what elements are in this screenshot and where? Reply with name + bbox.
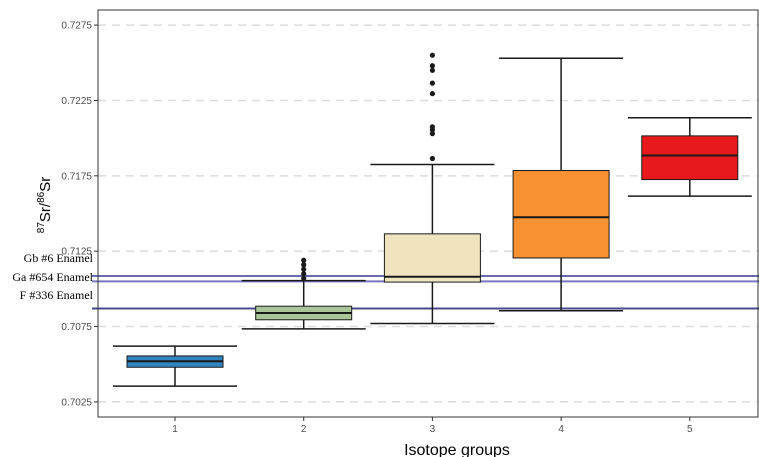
- reference-label-1: Ga #654 Enamel: [12, 270, 93, 284]
- outlier-3-0: [429, 155, 435, 162]
- y-title-superscript-87: 87: [36, 222, 47, 234]
- reference-label-2: F #336 Enamel: [20, 288, 94, 302]
- outlier-2-4: [301, 257, 307, 263]
- x-tick-label-2: 3: [430, 424, 436, 435]
- outlier-3-1: [429, 131, 435, 137]
- outlier-3-8: [429, 52, 435, 58]
- y-tick-label-5: 0.7275: [61, 21, 92, 32]
- plot-panel-border: [97, 9, 759, 418]
- outlier-3-3: [429, 124, 435, 130]
- y-tick-label-3: 0.7175: [61, 171, 92, 182]
- outlier-3-6: [429, 67, 435, 73]
- box-3: [383, 233, 481, 283]
- outlier-2-3: [301, 262, 307, 268]
- outlier-2-1: [301, 271, 307, 277]
- outlier-2-2: [301, 266, 307, 272]
- y-tick-label-1: 0.7075: [61, 322, 92, 333]
- boxes: [113, 52, 752, 387]
- x-tick-label-3: 4: [558, 424, 564, 435]
- y-tick-label-4: 0.7225: [61, 96, 92, 107]
- box-group-2: [241, 257, 366, 330]
- y-title-sr-2: Sr: [37, 177, 54, 192]
- outlier-2-0: [301, 275, 307, 281]
- box-4: [512, 170, 610, 259]
- reference-labels: Gb #6 Enamel Ga #654 Enamel F #336 Enamel: [12, 251, 93, 302]
- box-group-5: [627, 117, 752, 197]
- box-group-3: [370, 52, 495, 325]
- x-tick-label-0: 1: [172, 424, 178, 435]
- outlier-3-5: [429, 80, 435, 86]
- reference-label-0: Gb #6 Enamel: [24, 251, 94, 265]
- outlier-3-7: [429, 63, 435, 69]
- axes: 0.7025 0.7075 0.7125 0.7175 0.7225 0.7275 1 2 3 4…: [61, 21, 693, 435]
- x-tick-label-4: 5: [687, 424, 693, 435]
- grid-layer: [98, 24, 758, 403]
- y-title-sr-1: Sr/: [37, 202, 54, 222]
- y-title-superscript-86: 86: [36, 191, 47, 203]
- box-group-1: [113, 345, 237, 387]
- x-axis-title: Isotope groups: [404, 442, 510, 457]
- y-tick-label-2: 0.7125: [61, 247, 92, 258]
- outlier-3-4: [429, 91, 435, 97]
- y-tick-label-0: 0.7025: [61, 397, 92, 408]
- y-axis-title: 87Sr/86Sr: [36, 177, 54, 233]
- box-group-4: [499, 57, 624, 312]
- box-5: [641, 135, 739, 181]
- x-tick-label-1: 2: [301, 424, 307, 435]
